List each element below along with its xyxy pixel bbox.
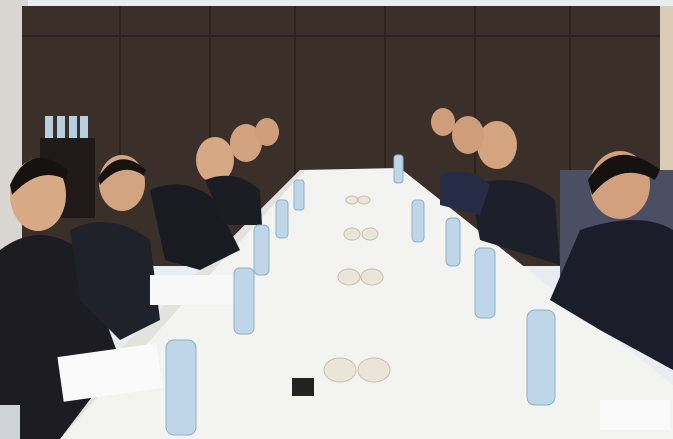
left-delegation: [0, 118, 279, 439]
bottle: [293, 179, 305, 211]
bottom-left-edge: [0, 405, 20, 439]
bowl: [357, 195, 371, 205]
person-head: [452, 116, 484, 154]
person-head: [477, 121, 517, 169]
bowl: [337, 268, 361, 286]
bowl: [345, 195, 359, 205]
bowl: [360, 268, 384, 286]
person-suit: [205, 175, 262, 225]
table-bottles: [165, 154, 556, 436]
bottle: [275, 199, 289, 239]
person-head: [196, 137, 234, 183]
person-hair: [588, 154, 660, 195]
bottle: [45, 116, 53, 138]
bowl: [343, 227, 361, 241]
papers: [150, 275, 235, 305]
bottle: [393, 154, 404, 184]
bottle: [80, 116, 88, 138]
person-hair: [98, 159, 146, 185]
right-delegation: [431, 108, 673, 430]
person-head: [230, 124, 262, 162]
bottle: [57, 116, 65, 138]
bottle: [411, 199, 425, 243]
candy-bowls: [323, 195, 391, 383]
person-hair: [10, 158, 68, 195]
phone: [292, 378, 314, 396]
person-suit: [550, 220, 673, 370]
bottle: [526, 309, 556, 406]
person-suit: [470, 180, 560, 265]
side-bottles: [45, 116, 88, 138]
bottle: [474, 247, 496, 319]
person-head: [431, 108, 455, 136]
bowl: [361, 227, 379, 241]
bowl: [323, 357, 357, 383]
bottle: [69, 116, 77, 138]
papers: [600, 400, 670, 430]
bottle: [445, 217, 461, 267]
bottle: [253, 224, 270, 276]
person-suit: [440, 171, 490, 215]
bottle: [233, 267, 255, 335]
papers: [57, 343, 163, 402]
person-suit: [70, 222, 160, 340]
bowl: [357, 357, 391, 383]
bottle: [165, 339, 197, 436]
person-head: [255, 118, 279, 146]
